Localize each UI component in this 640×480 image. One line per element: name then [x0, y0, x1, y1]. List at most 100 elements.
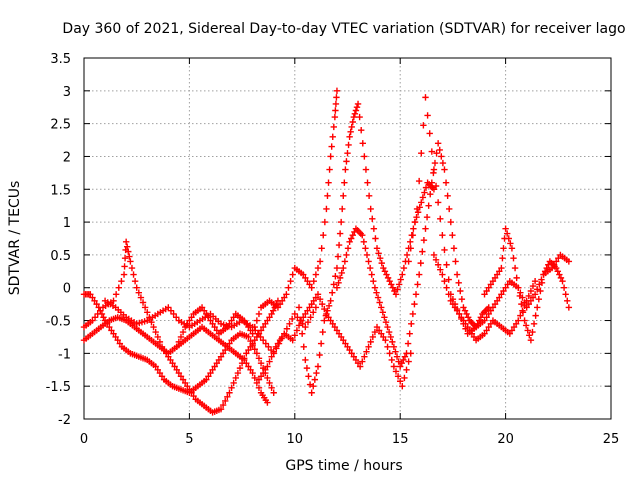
- data-point-track-k: [462, 320, 469, 328]
- data-point-track-b: [249, 341, 256, 349]
- data-point-track-e: [198, 304, 206, 311]
- data-point-track-a: [139, 299, 147, 306]
- y-tick-label: 2: [63, 150, 71, 165]
- data-point-track-g: [430, 186, 438, 193]
- data-point-track-a: [226, 389, 233, 396]
- data-point-track-b: [87, 291, 94, 298]
- data-points: [80, 87, 573, 416]
- data-point-track-f: [293, 327, 301, 334]
- data-point-track-e: [316, 258, 324, 265]
- data-point-track-h: [450, 245, 458, 252]
- data-point-track-i: [437, 215, 444, 223]
- chart-title: Day 360 of 2021, Sidereal Day-to-day VTE…: [62, 21, 625, 37]
- data-point-track-j: [493, 271, 501, 278]
- data-point-track-h: [412, 291, 420, 298]
- data-point-track-a: [125, 248, 132, 255]
- data-point-track-h: [382, 318, 390, 326]
- data-point-track-g: [300, 343, 307, 350]
- data-point-track-k: [515, 317, 522, 324]
- data-point-track-e: [312, 271, 320, 278]
- data-point-track-k: [510, 323, 518, 331]
- data-point-track-j: [502, 225, 509, 232]
- data-point-track-g: [394, 286, 401, 293]
- data-point-track-a: [259, 323, 267, 331]
- data-point-track-g: [314, 363, 322, 370]
- data-point-track-e: [188, 314, 195, 321]
- data-point-track-g: [345, 141, 352, 149]
- data-point-track-a: [184, 382, 191, 390]
- data-point-track-a: [121, 263, 128, 270]
- data-point-track-g: [310, 382, 317, 390]
- data-point-track-a: [236, 364, 244, 372]
- data-point-track-b: [209, 366, 216, 373]
- data-point-track-g: [407, 238, 414, 245]
- data-point-track-g: [403, 251, 411, 259]
- data-point-track-b: [219, 350, 227, 357]
- data-point-track-g: [319, 328, 326, 336]
- data-point-track-a: [177, 373, 185, 380]
- data-point-track-a: [115, 284, 122, 291]
- data-point-track-i: [439, 232, 446, 239]
- y-tick-label: -0.5: [46, 315, 71, 330]
- data-point-track-a: [222, 397, 229, 405]
- data-point-track-g: [321, 317, 328, 324]
- data-point-track-k: [453, 307, 461, 314]
- data-point-track-d: [307, 314, 314, 321]
- data-point-track-i: [481, 317, 488, 324]
- data-point-track-f: [354, 360, 362, 367]
- data-point-track-e: [213, 327, 221, 334]
- data-point-track-i: [496, 294, 503, 301]
- data-point-track-g: [414, 209, 422, 216]
- data-point-track-i: [424, 112, 431, 119]
- data-point-track-h: [422, 225, 429, 232]
- data-point-track-f: [371, 328, 379, 336]
- plot-frame: [83, 57, 612, 420]
- data-point-track-a: [224, 393, 231, 401]
- data-point-track-g: [389, 284, 397, 291]
- data-point-track-e: [321, 218, 329, 226]
- data-point-track-e: [241, 317, 248, 324]
- data-point-track-h: [414, 281, 421, 288]
- data-point-track-b: [91, 297, 98, 305]
- x-tick-label: 25: [603, 432, 620, 447]
- data-point-track-g: [347, 128, 354, 136]
- data-point-track-i: [409, 232, 417, 239]
- data-point-track-j: [499, 254, 506, 262]
- data-point-track-b: [207, 369, 214, 377]
- data-point-track-g: [397, 276, 404, 283]
- data-point-track-a: [152, 328, 159, 336]
- data-point-track-h: [335, 279, 342, 287]
- data-point-track-k: [430, 251, 438, 259]
- data-point-track-d: [165, 304, 172, 311]
- data-point-track-j: [554, 268, 561, 275]
- data-point-track-f: [386, 350, 393, 357]
- data-point-track-i: [552, 258, 560, 265]
- data-point-track-e: [255, 310, 263, 318]
- data-point-track-k: [437, 266, 444, 273]
- data-point-track-g: [297, 317, 304, 324]
- data-point-track-d: [302, 323, 309, 331]
- data-point-track-e: [226, 320, 233, 328]
- x-tick-label: 10: [287, 432, 304, 447]
- data-point-track-g: [378, 259, 385, 267]
- data-point-track-e: [285, 284, 292, 291]
- data-point-track-h: [411, 300, 418, 308]
- data-point-track-a: [150, 323, 157, 331]
- data-point-track-a: [264, 317, 271, 324]
- data-point-track-f: [388, 356, 395, 364]
- data-point-track-d: [299, 320, 306, 328]
- data-point-track-e: [310, 277, 317, 285]
- data-point-track-a: [128, 264, 136, 272]
- y-tick-label: 0: [63, 282, 71, 297]
- data-point-track-a: [266, 314, 273, 321]
- data-point-track-f: [397, 378, 404, 385]
- data-point-track-g: [419, 194, 427, 201]
- data-point-track-e: [332, 100, 340, 108]
- data-point-track-g: [308, 389, 315, 396]
- data-point-track-h: [346, 238, 353, 245]
- data-point-track-c: [247, 366, 254, 373]
- data-point-track-i: [500, 287, 507, 295]
- data-point-track-k: [460, 317, 467, 324]
- data-point-track-g: [325, 302, 333, 309]
- y-tick-label: 3.5: [50, 52, 71, 67]
